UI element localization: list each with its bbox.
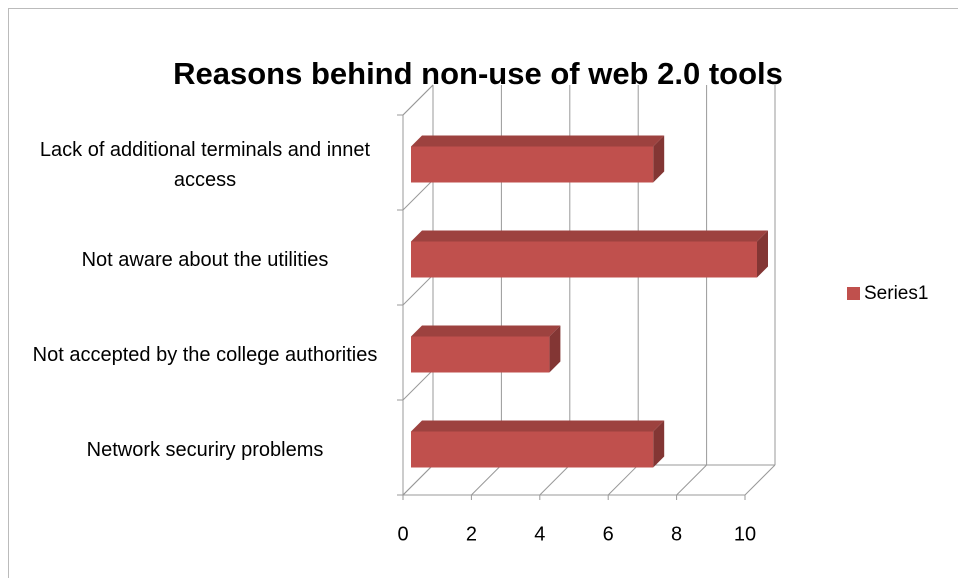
bar-front xyxy=(411,241,757,278)
chart-title: Reasons behind non-use of web 2.0 tools xyxy=(173,56,783,91)
x-tick-label: 8 xyxy=(671,523,682,545)
wall-edge xyxy=(402,84,434,116)
bar-side xyxy=(653,420,665,468)
y-tick-label: Not accepted by the college authorities xyxy=(32,343,378,366)
y-tick-label: Lack of additional terminals and innet a… xyxy=(39,138,371,191)
grid-line xyxy=(744,464,776,496)
bar xyxy=(411,325,561,373)
wall-edge xyxy=(402,464,434,496)
y-tick-label: Not aware about the utilities xyxy=(81,248,329,271)
bar-top xyxy=(411,135,665,147)
legend-label: Series1 xyxy=(864,283,928,304)
wall-edge xyxy=(402,179,434,211)
bar-side xyxy=(549,325,561,373)
bar-front xyxy=(411,146,654,183)
chart-border xyxy=(8,8,958,578)
x-tick-label: 4 xyxy=(534,523,545,545)
bar-side xyxy=(757,230,768,278)
wall-edge xyxy=(402,274,434,306)
grid-line xyxy=(539,464,571,496)
x-tick-label: 0 xyxy=(397,523,408,545)
bar xyxy=(411,420,665,468)
y-tick-label: Network securiry problems xyxy=(86,438,324,461)
x-tick-label: 6 xyxy=(603,523,614,545)
wall-edge xyxy=(402,369,434,401)
bar xyxy=(411,135,665,183)
bar-side xyxy=(653,135,665,183)
bar-top xyxy=(411,230,768,242)
bar-top xyxy=(411,325,561,337)
bar-front xyxy=(411,336,550,373)
grid-line xyxy=(471,464,502,496)
bar xyxy=(411,230,768,278)
bar-top xyxy=(411,420,665,432)
bar-front xyxy=(411,431,654,468)
grid-line xyxy=(607,464,639,496)
x-tick-label: 2 xyxy=(466,523,477,545)
x-tick-label: 10 xyxy=(734,523,756,545)
legend-swatch xyxy=(847,287,860,300)
grid-line xyxy=(676,464,707,496)
